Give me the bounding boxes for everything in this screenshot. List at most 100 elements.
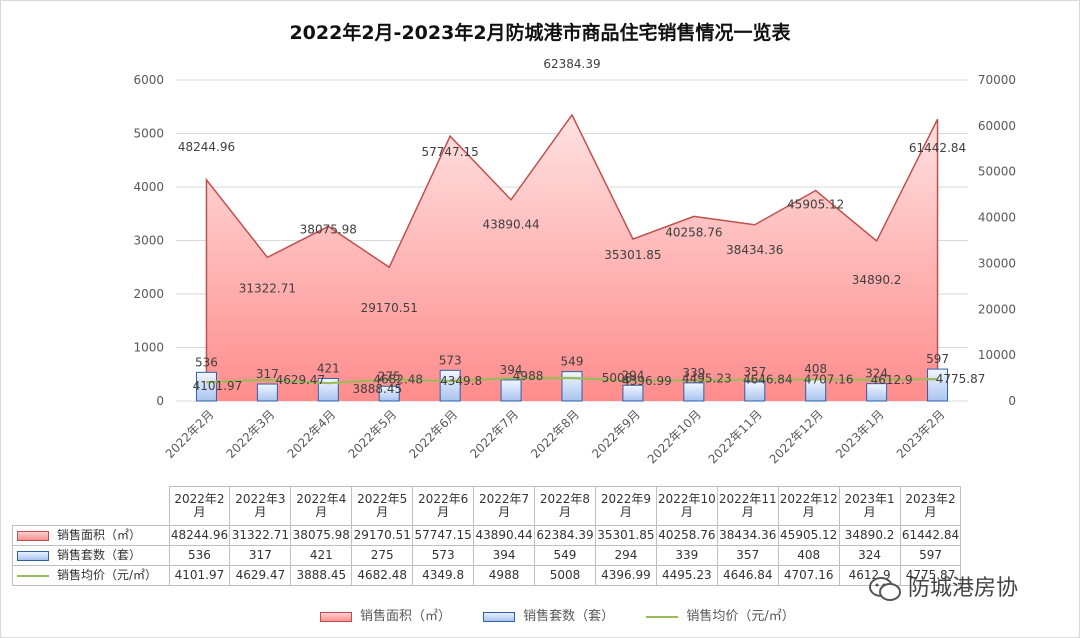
wechat-icon xyxy=(869,577,901,601)
table-cell: 38434.36 xyxy=(716,525,779,546)
table-header-cell: 2023年1月 xyxy=(838,486,901,526)
table-header-cell: 2022年3月 xyxy=(229,486,292,526)
table-cell: 536 xyxy=(168,545,231,566)
table-cell: 5008 xyxy=(534,565,596,586)
bar-data-label: 597 xyxy=(926,352,949,366)
area-data-label: 48244.96 xyxy=(178,140,235,154)
bar-data-label: 324 xyxy=(865,367,888,381)
line-point xyxy=(266,379,268,381)
line-point xyxy=(815,378,817,380)
area-point xyxy=(205,179,207,181)
bar xyxy=(622,384,644,402)
table-cell: 38075.98 xyxy=(290,525,353,546)
area-point xyxy=(937,118,939,120)
table-series-bar: 销售套数（套） xyxy=(12,545,170,566)
y-left-tick-label: 2000 xyxy=(133,287,164,301)
bar xyxy=(439,369,461,402)
table-header-cell: 2022年4月 xyxy=(290,486,353,526)
y-left-tick-label: 6000 xyxy=(133,73,164,87)
bar-data-label: 317 xyxy=(256,367,279,381)
chart-title: 2022年2月-2023年2月防城港市商品住宅销售情况一览表 xyxy=(289,22,791,44)
table-cell: 573 xyxy=(412,545,475,566)
line-point xyxy=(571,377,573,379)
x-category-label: 2022年7月 xyxy=(467,407,521,461)
x-category-label: 2022年12月 xyxy=(767,407,826,466)
table-corner xyxy=(12,486,170,526)
area-point xyxy=(632,238,634,240)
combo-chart: 0 1000 2000 3000 4000 5000 6000 0 10000 20000 300… xyxy=(133,57,1016,467)
area-point xyxy=(327,225,329,227)
table-header-cell: 2022年8月 xyxy=(534,486,596,526)
x-category-label: 2022年10月 xyxy=(645,407,704,466)
table-series-line: 销售均价（元/㎡） xyxy=(12,565,170,586)
line-data-label: 4396.99 xyxy=(622,374,672,388)
area-data-label: 34890.2 xyxy=(852,273,902,287)
bar-swatch xyxy=(17,550,49,561)
table-header-cell: 2022年12月 xyxy=(777,486,840,526)
bar-data-label: 536 xyxy=(195,355,218,369)
legend-item-bar: 销售套数（套） xyxy=(483,609,614,624)
line-data-label: 4495.23 xyxy=(682,371,732,385)
table-header-cell: 2022年6月 xyxy=(412,486,475,526)
table-header-cell: 2022年7月 xyxy=(473,486,536,526)
table-cell: 34890.2 xyxy=(838,525,901,546)
line-data-label: 4682.48 xyxy=(373,373,423,387)
table-cell: 4101.97 xyxy=(168,565,231,586)
x-category-label: 2022年8月 xyxy=(528,407,582,461)
y-right-tick-label: 10000 xyxy=(978,348,1016,362)
line-data-label: 4612.9 xyxy=(871,373,913,387)
line-point xyxy=(876,379,878,381)
area-data-label: 43890.44 xyxy=(482,218,539,232)
table-header-cell: 2022年5月 xyxy=(351,486,414,526)
y-left-tick-label: 4000 xyxy=(133,180,164,194)
bar-data-label: 394 xyxy=(500,363,523,377)
line-data-label: 4775.87 xyxy=(936,372,986,386)
x-category-label: 2022年4月 xyxy=(285,407,339,461)
table-cell: 4646.84 xyxy=(716,565,779,586)
table-cell: 408 xyxy=(777,545,840,566)
x-category-label: 2022年3月 xyxy=(224,407,278,461)
table-cell: 3888.45 xyxy=(290,565,353,586)
line-point xyxy=(205,381,207,383)
area-data-label: 62384.39 xyxy=(543,57,600,71)
y-right-tick-label: 40000 xyxy=(978,211,1016,225)
table-cell: 324 xyxy=(838,545,901,566)
table-cell: 294 xyxy=(594,545,657,566)
table-cell: 4495.23 xyxy=(655,565,718,586)
x-category-label: 2022年11月 xyxy=(706,407,765,466)
area-point xyxy=(876,240,878,242)
y-right-tick-label: 60000 xyxy=(978,119,1016,133)
area-data-label: 57747.15 xyxy=(422,145,479,159)
area-point xyxy=(510,199,512,201)
area-swatch xyxy=(17,530,49,541)
table-cell: 45905.12 xyxy=(777,525,840,546)
bar xyxy=(683,382,705,402)
bar xyxy=(256,383,278,402)
bar-data-label: 421 xyxy=(317,361,340,375)
bar xyxy=(866,383,888,402)
bar-data-label: 408 xyxy=(804,362,827,376)
area-point xyxy=(388,266,390,268)
x-category-label: 2022年2月 xyxy=(163,407,217,461)
table-header-cell: 2023年2月 xyxy=(899,486,962,526)
table-header-cell: 2022年9月 xyxy=(594,486,657,526)
line-point xyxy=(449,380,451,382)
legend-line-swatch xyxy=(646,615,679,618)
table-cell: 61442.84 xyxy=(899,525,962,546)
table-header-cell: 2022年2月 xyxy=(168,486,231,526)
area-data-label: 45905.12 xyxy=(787,197,844,211)
area-point xyxy=(266,256,268,258)
legend-bar-swatch xyxy=(483,611,516,622)
bar xyxy=(317,377,339,402)
bar xyxy=(195,371,217,402)
line-point xyxy=(510,377,512,379)
bar xyxy=(561,371,583,402)
area-point xyxy=(571,114,573,116)
table-cell: 29170.51 xyxy=(351,525,414,546)
table-cell: 40258.76 xyxy=(655,525,718,546)
x-category-label: 2022年9月 xyxy=(589,407,643,461)
legend-item-area: 销售面积（㎡） xyxy=(320,609,451,624)
line-data-label: 4988 xyxy=(513,369,544,383)
table-cell: 4629.47 xyxy=(229,565,292,586)
table-cell: 48244.96 xyxy=(168,525,231,546)
